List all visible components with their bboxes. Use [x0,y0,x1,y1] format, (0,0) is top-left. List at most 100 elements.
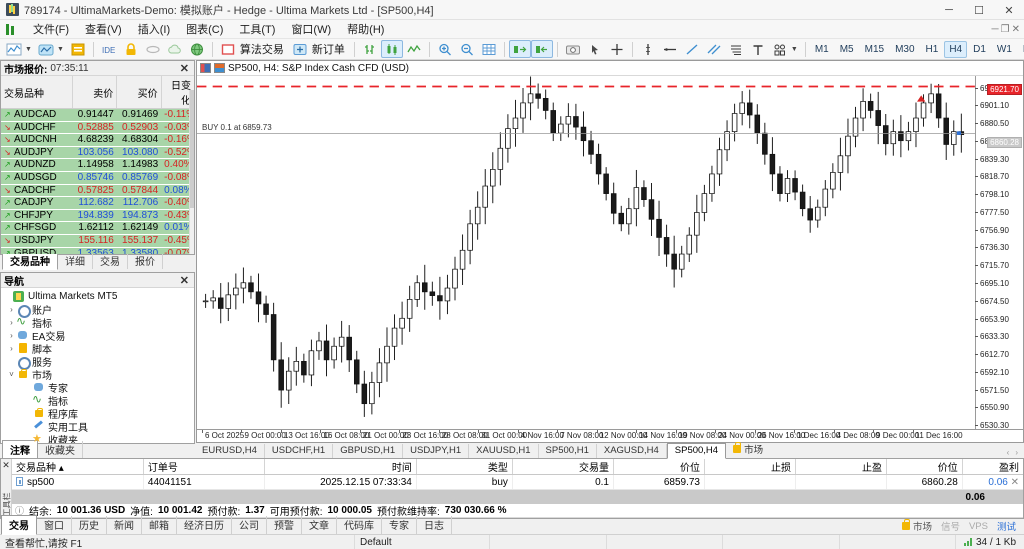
cursor-button[interactable] [584,40,606,58]
maximize-button[interactable]: ☐ [974,4,984,17]
menu-insert[interactable]: 插入(I) [137,24,171,36]
vps-button[interactable] [186,40,208,58]
market-status-item[interactable]: 市场 [901,519,932,533]
close-icon[interactable]: ✕ [179,62,189,75]
bar-chart-button[interactable] [359,40,381,58]
market-watch-row[interactable]: ↘ USDJPY 155.116 155.137 -0.45% [1,234,194,248]
terminal-tab-邮箱[interactable]: 邮箱 [142,516,177,534]
navigator-item-indicators[interactable]: 指标 [3,392,194,408]
market-watch-row[interactable]: ↗ AUDSGD 0.85746 0.85769 -0.08% [1,171,194,185]
close-icon[interactable]: ✕ [2,460,10,470]
chart-tab-market[interactable]: 市场 [726,441,770,458]
close-icon[interactable]: ✕ [179,274,189,287]
chart-tab-sp500-h1[interactable]: SP500,H1 [539,444,597,458]
timeframe-m5[interactable]: M5 [839,43,854,55]
terminal-tab-交易[interactable]: 交易 [1,515,37,535]
navigator-item-utilities[interactable]: 实用工具 [3,420,194,434]
timeframe-w1[interactable]: W1 [996,43,1012,55]
equidistant-channel-button[interactable] [703,40,725,58]
market-watch-body[interactable]: 交易品种 卖价 买价 日变化 ↗ AUDCAD 0.91447 0.91469 -0.1… [1,76,194,254]
chart-canvas[interactable]: BUY 0.1 at 6859.73 6921.70 6901.10 6880.50… [197,75,1023,429]
navigator-tab-收藏夹[interactable]: 收藏夹 [38,441,83,458]
col-type[interactable]: 类型 [416,459,513,475]
grid-button[interactable] [478,40,500,58]
market-watch-row[interactable]: ↘ CADCHF 0.57825 0.57844 0.08% [1,184,194,198]
chart-tab-xagusd-h4[interactable]: XAGUSD,H4 [597,444,667,458]
timeframe-m30[interactable]: M30 [895,43,915,55]
terminal-tab-经济日历[interactable]: 经济日历 [177,516,232,534]
market-watch-tab-详细[interactable]: 详细 [58,252,93,269]
trendline-button[interactable] [681,40,703,58]
tab-next-icon[interactable]: › [1015,448,1018,457]
time-axis[interactable]: 6 Oct 2025 9 Oct 00:00 13 Oct 16:00 16 Oct … [197,429,1023,442]
market-button[interactable] [120,40,142,58]
zoom-in-button[interactable] [434,40,456,58]
algo-trading-button[interactable]: 算法交易 [217,40,289,58]
expand-icon[interactable]: ˅ [9,370,14,379]
terminal-tab-日志[interactable]: 日志 [417,516,452,534]
auto-scroll-button[interactable] [508,40,531,58]
inner-restore-button[interactable]: ❐ [1000,23,1010,35]
price-axis[interactable]: 6921.706901.106880.506859.906839.306818.… [975,76,1023,429]
chart-tab-eurusd-h4[interactable]: EURUSD,H4 [195,444,265,458]
navigator-item-indicators[interactable]: › 指标 [3,314,194,330]
market-watch-scrollbar[interactable] [189,90,194,254]
vertical-line-button[interactable] [637,40,659,58]
navigator-item-expert-advisor[interactable]: › EA交易 [3,329,194,343]
vps-status-item[interactable]: VPS [968,520,988,532]
metaeditor-button[interactable]: IDE [98,40,120,58]
menu-view[interactable]: 查看(V) [85,24,122,36]
chart-shift-button[interactable] [530,40,553,58]
close-button[interactable]: ✕ [1004,4,1014,17]
timeframe-m1[interactable]: M1 [814,43,829,55]
terminal-tab-专家[interactable]: 专家 [382,516,417,534]
expand-icon[interactable]: › [10,331,13,340]
timeframe-m15[interactable]: M15 [864,43,885,55]
tester-status-item[interactable]: 测试 [996,522,1016,533]
menu-file[interactable]: 文件(F) [33,24,70,36]
terminal-tab-历史[interactable]: 历史 [72,516,107,534]
candlestick-chart-button[interactable] [380,40,403,58]
col-change[interactable]: 日变化 [161,76,194,109]
menu-window[interactable]: 窗口(W) [291,24,332,36]
market-watch-row[interactable]: ↗ AUDNZD 1.14958 1.14983 0.40% [1,158,194,172]
chart-tab-usdjpy-h1[interactable]: USDJPY,H1 [403,444,470,458]
close-position-icon[interactable]: ✕ [1010,476,1019,488]
line-chart-button[interactable] [403,40,425,58]
inner-minimize-button[interactable]: ─ [991,23,999,35]
text-button[interactable] [747,40,769,58]
timeframe-h4[interactable]: H4 [944,40,968,58]
mql5-community-button[interactable] [164,40,186,58]
market-watch-tab-交易[interactable]: 交易 [93,252,128,269]
new-order-button[interactable]: 新订单 [289,40,350,58]
market-watch-row[interactable]: ↘ AUDCHF 0.52885 0.52903 -0.03% [1,121,194,135]
col-symbol[interactable]: 交易品种 ▴ [12,459,144,475]
timeframe-d1[interactable]: D1 [973,43,986,55]
terminal-tab-文章[interactable]: 文章 [302,516,337,534]
market-watch-row[interactable]: ↗ AUDCAD 0.91447 0.91469 -0.11% [1,108,194,122]
terminal-tab-新闻[interactable]: 新闻 [107,516,142,534]
market-watch-row[interactable]: ↗ CHFSGD 1.62112 1.62149 0.01% [1,221,194,235]
col-takeprofit[interactable]: 止盈 [795,459,887,475]
terminal-tab-公司[interactable]: 公司 [232,516,267,534]
tree-root-item[interactable]: Ultima Markets MT5 [3,290,194,303]
chart-tab-sp500-h4[interactable]: SP500,H4 [666,443,727,459]
tab-prev-icon[interactable]: ‹ [1006,448,1010,457]
navigator-item-scripts[interactable]: › 脚本 [3,342,194,356]
zoom-out-button[interactable] [456,40,478,58]
market-watch-row[interactable]: ↘ AUDJPY 103.056 103.080 -0.52% [1,146,194,160]
timeframe-mn[interactable]: MN [1018,41,1024,58]
col-price[interactable]: 价位 [613,459,705,475]
chart-tab-xauusd-h1[interactable]: XAUUSD,H1 [469,444,539,458]
expand-icon[interactable]: › [10,318,13,327]
col-volume[interactable]: 交易量 [512,459,615,475]
terminal-tab-代码库[interactable]: 代码库 [337,516,382,534]
col-time[interactable]: 时间 [264,459,417,475]
strategy-tester-button[interactable] [142,40,164,58]
market-watch-button[interactable] [67,40,89,58]
fibonacci-button[interactable] [725,40,747,58]
horizontal-line-button[interactable] [659,40,681,58]
navigator-item-market[interactable]: ˅ 市场 [3,368,194,382]
menu-tools[interactable]: 工具(T) [239,24,276,36]
